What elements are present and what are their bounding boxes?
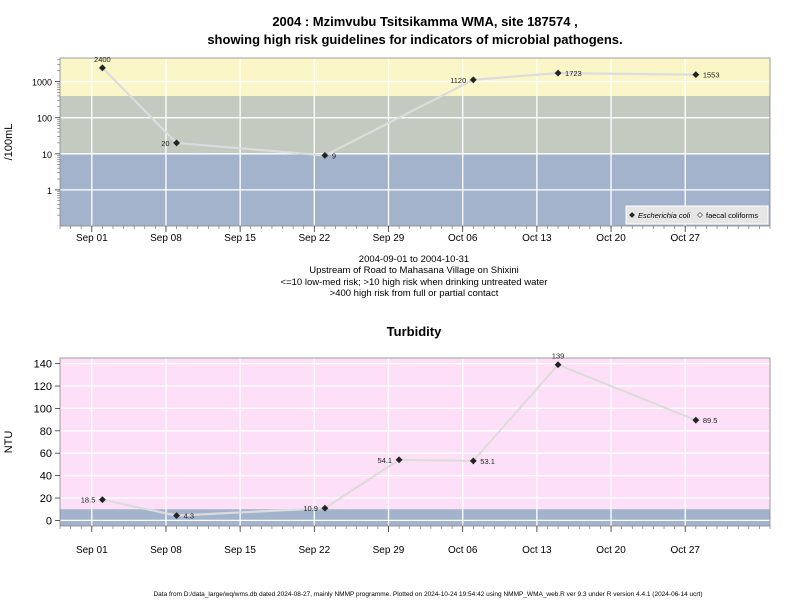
x-tick-label: Oct 20 <box>596 233 626 244</box>
data-point <box>172 511 181 520</box>
data-label: 20 <box>161 139 169 148</box>
turbidity-title: Turbidity <box>387 324 442 339</box>
band-contact-risk <box>60 58 770 96</box>
x-tick-label: Sep 15 <box>224 545 256 556</box>
y-axis-label: NTU <box>3 431 15 454</box>
x-tick-label: Sep 01 <box>76 545 108 556</box>
figure-title-line1: 2004 : Mzimvubu Tsitsikamma WMA, site 18… <box>272 14 577 29</box>
legend-marker <box>629 212 635 218</box>
data-label: 9 <box>332 151 336 160</box>
data-label: 2400 <box>94 55 111 64</box>
y-tick-label: 100 <box>37 114 52 124</box>
data-label: 18.5 <box>81 496 96 505</box>
legend-label-faecal: faecal coliforms <box>706 211 758 220</box>
series-line <box>101 67 696 157</box>
legend-marker <box>697 212 703 218</box>
y-tick-label: 100 <box>34 403 52 415</box>
data-label: 53.1 <box>480 457 495 466</box>
data-point <box>692 71 700 79</box>
x-tick-label: Oct 13 <box>522 545 552 556</box>
figure-title-line2: showing high risk guidelines for indicat… <box>207 32 622 47</box>
data-point <box>554 361 562 369</box>
caption-date-range: 2004-09-01 to 2004-10-31 <box>359 254 469 265</box>
caption-site: Upstream of Road to Mahasana Village on … <box>309 265 518 276</box>
plot-frame <box>59 357 771 527</box>
data-point <box>321 504 329 512</box>
legend-label-ecoli: Escherichia coli <box>638 211 690 220</box>
plot-frame <box>59 57 771 227</box>
data-point <box>395 456 403 464</box>
x-tick-label: Sep 29 <box>373 233 405 244</box>
microbial-chart: Sep 01 Sep 08 Sep 15 Sep 22 Sep 29 Oct 06 Oct … <box>3 55 771 244</box>
data-point <box>554 69 562 77</box>
data-point <box>469 457 477 465</box>
data-point <box>98 64 107 72</box>
data-point <box>98 496 107 504</box>
x-tick-label: Sep 15 <box>224 233 256 244</box>
data-point <box>321 151 329 160</box>
data-label: 1120 <box>450 76 466 85</box>
y-tick-label: 1000 <box>32 78 52 88</box>
x-tick-label: Oct 20 <box>596 545 626 556</box>
y-tick-label: 60 <box>40 448 52 460</box>
x-tick-label: Sep 08 <box>150 233 182 244</box>
data-label: 1723 <box>565 69 582 78</box>
legend-box <box>625 205 769 225</box>
x-tick-label: Oct 27 <box>670 233 700 244</box>
x-tick-label: Sep 01 <box>76 233 108 244</box>
data-label: 1553 <box>703 71 720 80</box>
data-label: 10.9 <box>303 504 318 513</box>
x-tick-label: Oct 27 <box>670 545 700 556</box>
x-tick-label: Sep 22 <box>298 233 330 244</box>
x-tick-label: Sep 22 <box>298 545 330 556</box>
x-tick-label: Oct 06 <box>448 233 478 244</box>
y-tick-label: 20 <box>40 493 52 505</box>
data-point <box>172 139 181 147</box>
footer-note: Data from D:/data_large/wq/wms.db dated … <box>153 591 702 598</box>
data-label: 139 <box>552 352 565 361</box>
x-tick-label: Sep 29 <box>373 545 405 556</box>
y-tick-label: 120 <box>34 381 52 393</box>
y-axis-label: /100mL <box>3 124 15 161</box>
y-tick-label: 40 <box>40 471 52 483</box>
caption-high-risk: >400 high risk from full or partial cont… <box>330 288 499 299</box>
x-tick-label: Sep 08 <box>150 545 182 556</box>
y-tick-label: 80 <box>40 426 52 438</box>
y-tick-label: 140 <box>34 359 52 371</box>
data-label: 4.3 <box>184 512 194 521</box>
x-tick-label: Oct 06 <box>448 545 478 556</box>
data-label: 89.5 <box>703 416 718 425</box>
y-tick-label: 1 <box>47 186 52 196</box>
caption-low-risk: <=10 low-med risk; >10 high risk when dr… <box>281 277 548 288</box>
x-tick-label: Oct 13 <box>522 233 552 244</box>
data-point <box>469 76 477 84</box>
data-point <box>692 416 700 424</box>
turbidity-chart: Sep 01 Sep 08 Sep 15 Sep 22 Sep 29 Oct 06 Oct … <box>3 352 771 556</box>
turbidity-background <box>60 358 770 510</box>
y-tick-label: 0 <box>46 515 52 527</box>
data-label: 54.1 <box>377 456 392 465</box>
y-tick-label: 10 <box>42 150 52 160</box>
